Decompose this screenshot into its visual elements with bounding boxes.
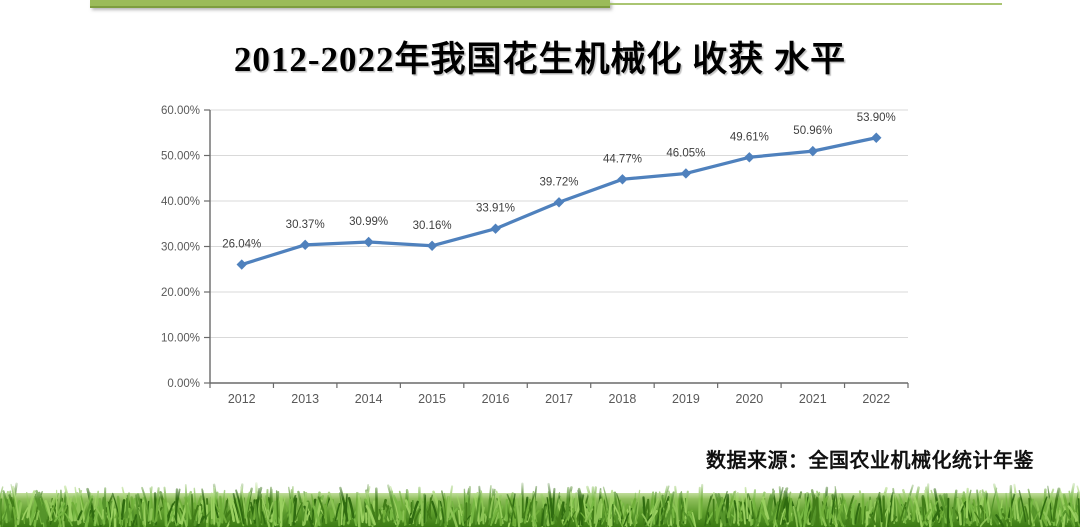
x-axis-tick-label: 2019 <box>672 392 700 406</box>
y-tick-labels: 0.00% 10.00% 20.00% 30.00% 40.00% 50.00% 60.00… <box>161 105 210 390</box>
x-axis-tick-label: 2017 <box>545 392 573 406</box>
x-tick-labels: 2012 2013 2014 2015 2016 2017 2018 2019 2020 2021… <box>209 383 909 406</box>
data-point-label: 33.91% <box>476 203 515 215</box>
data-point-label: 53.90% <box>857 112 896 124</box>
y-gridlines <box>210 109 908 338</box>
data-point-marker <box>807 145 819 157</box>
data-point-label: 30.37% <box>286 219 325 231</box>
data-point-marker <box>617 174 628 185</box>
x-axis-tick-label: 2022 <box>862 392 890 406</box>
y-axis-tick-label: 50.00% <box>161 151 200 163</box>
y-axis-tick-label: 20.00% <box>161 287 200 299</box>
y-axis-tick-label: 10.00% <box>161 333 200 345</box>
page-title: 2012-2022年我国花生机械化 收获 水平 <box>233 40 847 79</box>
y-axis-tick-label: 30.00% <box>161 242 200 254</box>
x-axis-tick-label: 2012 <box>228 392 256 406</box>
data-point-marker <box>553 197 565 208</box>
data-point-label: 46.05% <box>666 147 705 159</box>
data-point-label: 30.16% <box>413 220 452 232</box>
data-point-marker <box>744 152 755 163</box>
data-point-marker <box>490 223 501 234</box>
data-point-marker <box>426 240 438 251</box>
top-accent-bar <box>90 0 610 8</box>
data-point-marker <box>871 132 882 143</box>
y-axis-tick-label: 40.00% <box>161 196 200 208</box>
data-point-marker <box>299 239 311 251</box>
x-axis-tick-label: 2021 <box>799 392 827 406</box>
data-point-label: 50.96% <box>793 125 832 137</box>
data-point-label: 44.77% <box>603 153 642 165</box>
data-point-marker <box>680 168 692 179</box>
source-note: 数据来源：全国农业机械化统计年鉴 <box>706 450 1034 472</box>
data-point-marker <box>363 236 374 248</box>
x-axis-tick-label: 2016 <box>482 392 510 406</box>
x-axis-tick-label: 2015 <box>418 392 446 406</box>
data-point-label: 30.99% <box>349 216 388 228</box>
data-point-label: 26.04% <box>222 239 261 251</box>
grass-decoration <box>0 479 1080 527</box>
x-axis-tick-label: 2013 <box>291 392 319 406</box>
x-axis-tick-label: 2018 <box>609 392 637 406</box>
x-axis-tick-label: 2020 <box>735 392 763 406</box>
top-accent-line <box>610 3 1002 5</box>
data-labels: 26.04% 30.37% 30.99% 30.16% 33.91% 39.72% 44.7… <box>222 112 896 251</box>
data-points <box>236 132 882 270</box>
data-point-marker <box>236 259 247 270</box>
y-axis-tick-label: 0.00% <box>167 378 200 390</box>
data-point-label: 39.72% <box>539 176 578 188</box>
data-point-label: 49.61% <box>730 131 769 143</box>
x-axis-tick-label: 2014 <box>355 392 383 406</box>
y-axis-tick-label: 60.00% <box>161 105 200 117</box>
